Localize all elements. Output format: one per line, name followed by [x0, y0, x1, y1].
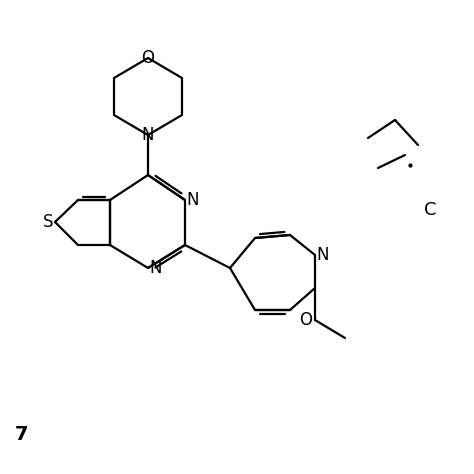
Text: 7: 7	[15, 426, 29, 445]
Text: N: N	[142, 126, 154, 144]
Text: N: N	[317, 246, 329, 264]
Text: S: S	[43, 213, 53, 231]
Text: C: C	[424, 201, 436, 219]
Text: N: N	[150, 259, 162, 277]
Text: O: O	[142, 49, 155, 67]
Text: O: O	[300, 311, 312, 329]
Text: N: N	[187, 191, 199, 209]
